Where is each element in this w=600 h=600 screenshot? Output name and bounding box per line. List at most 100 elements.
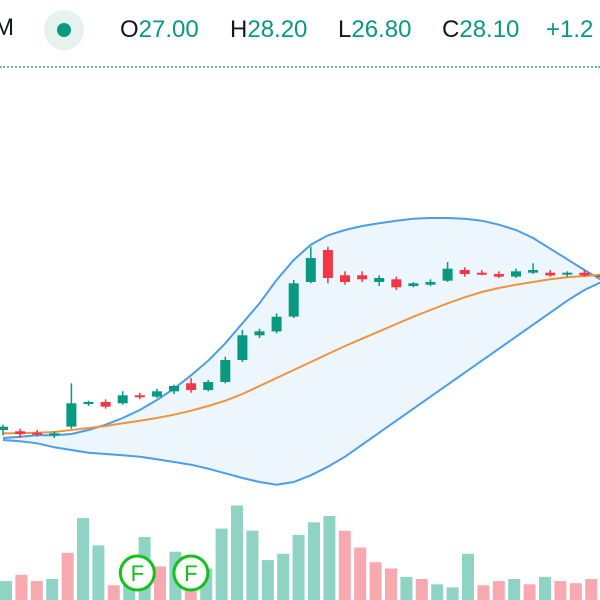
open-field: O27.00 <box>120 16 199 43</box>
indicator-lines <box>2 217 600 486</box>
candle-body <box>83 402 94 404</box>
candle <box>15 428 26 438</box>
low-field: L26.80 <box>338 16 412 43</box>
candle-body <box>596 275 600 278</box>
candle-body <box>203 382 214 390</box>
event-marker: F <box>172 554 210 592</box>
candle <box>579 270 590 277</box>
candle-body <box>117 395 128 404</box>
volume-bar <box>431 584 444 600</box>
volume-bar <box>77 518 89 600</box>
candle-body <box>254 331 265 336</box>
candle-body <box>151 391 162 397</box>
candle <box>83 400 94 406</box>
candle-body <box>357 275 368 280</box>
candle <box>322 246 333 284</box>
symbol-name[interactable]: M <box>0 14 14 41</box>
volume-bar <box>231 505 243 600</box>
candle <box>357 271 368 282</box>
candle <box>151 388 162 398</box>
candle <box>493 271 504 278</box>
event-marker: F <box>118 554 156 592</box>
volume-bar <box>292 534 305 600</box>
candle <box>100 399 111 409</box>
volume-bar <box>569 583 582 600</box>
volume-bar <box>385 568 397 600</box>
candle-body <box>340 275 350 282</box>
open-value: 27.00 <box>138 16 199 43</box>
volume-bar <box>30 581 43 600</box>
volume-bar <box>246 530 259 600</box>
event-marker-label: F <box>184 561 197 586</box>
candle-body <box>134 395 145 398</box>
candle-body <box>528 270 539 273</box>
candle <box>288 280 299 318</box>
event-marker-circle <box>172 554 210 592</box>
candle-body <box>391 279 402 288</box>
candle-body <box>579 272 590 276</box>
candle <box>511 268 521 278</box>
event-marker-circle <box>118 554 156 592</box>
volume-bar <box>446 587 459 600</box>
candle <box>442 262 453 282</box>
high-value: 28.20 <box>247 16 308 43</box>
candle <box>66 383 77 429</box>
volume-bar <box>92 545 105 600</box>
volume-bar <box>354 547 367 600</box>
lower-band-line <box>2 281 600 486</box>
candle-body <box>49 433 60 436</box>
volume-bar <box>215 528 228 600</box>
candle <box>134 392 145 400</box>
candle <box>0 424 8 436</box>
candle-body <box>476 272 487 275</box>
close-value: 28.10 <box>459 16 520 43</box>
moving-average-line <box>3 273 600 435</box>
candle-body <box>237 335 248 360</box>
candle-body <box>562 272 573 275</box>
candle <box>203 380 214 392</box>
candle-body <box>374 278 385 282</box>
volume-bar <box>338 530 351 600</box>
change-value: +1.2 <box>546 16 594 43</box>
candle <box>562 271 573 277</box>
candle <box>254 328 265 338</box>
candle <box>340 271 350 285</box>
volume-bar <box>508 579 521 600</box>
candle <box>32 430 43 437</box>
candle-body <box>220 360 231 382</box>
volume-bar <box>261 560 274 600</box>
market-status-indicator[interactable] <box>44 10 84 50</box>
volume-bar <box>277 553 290 600</box>
candle-body <box>186 383 197 390</box>
legend-separator <box>0 66 600 68</box>
candle-body <box>408 283 419 286</box>
low-value: 26.80 <box>351 16 412 43</box>
candle <box>237 330 248 362</box>
volume-bar <box>554 581 567 600</box>
candle <box>459 267 470 277</box>
candle-body <box>442 268 453 281</box>
close-field: C28.10 <box>442 16 520 43</box>
volume-bar <box>46 579 59 600</box>
volume-bar <box>400 576 413 600</box>
status-dot-icon <box>57 23 71 37</box>
volume-bar <box>492 581 505 600</box>
candle-body <box>493 274 504 277</box>
volume-bar <box>107 585 120 600</box>
volume-bar <box>154 566 166 600</box>
volume-bar <box>308 522 320 600</box>
candle-body <box>0 426 8 430</box>
candle <box>408 282 419 288</box>
volume-bar <box>462 553 474 600</box>
high-field: H28.20 <box>230 16 308 43</box>
candle <box>220 356 231 384</box>
candle-body <box>511 271 521 277</box>
candle-body <box>169 386 179 392</box>
candle <box>476 270 487 276</box>
volume-bar <box>0 581 12 600</box>
candle <box>374 275 385 286</box>
bollinger-band-fill <box>3 218 600 485</box>
candle <box>596 275 600 278</box>
